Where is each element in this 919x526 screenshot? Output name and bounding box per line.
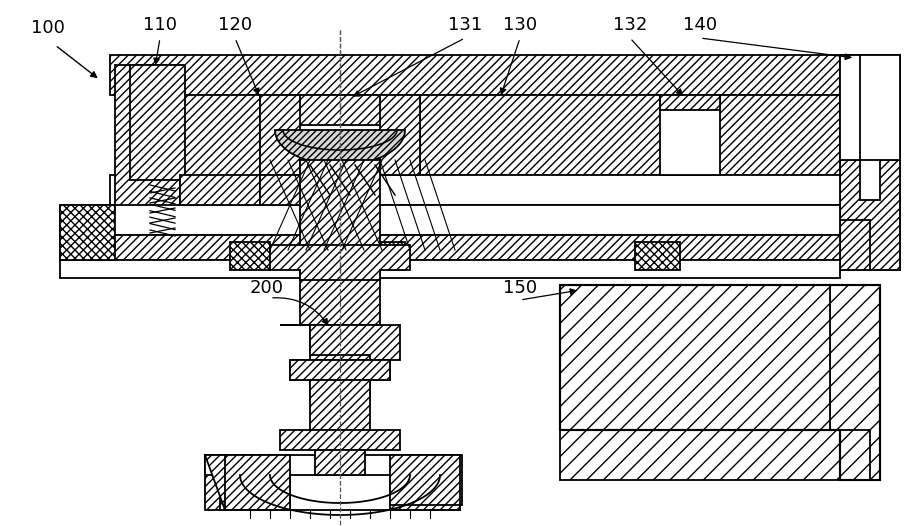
Bar <box>60 235 839 260</box>
Polygon shape <box>380 95 420 175</box>
Polygon shape <box>260 95 300 175</box>
Bar <box>110 55 839 95</box>
Bar <box>314 450 365 475</box>
Bar <box>260 175 320 205</box>
Polygon shape <box>269 245 410 280</box>
Bar <box>60 205 115 260</box>
Text: 132: 132 <box>612 16 646 34</box>
Polygon shape <box>839 55 879 200</box>
Bar <box>560 430 869 480</box>
Polygon shape <box>289 360 390 380</box>
Polygon shape <box>205 455 289 510</box>
Bar <box>279 430 400 450</box>
Polygon shape <box>180 95 260 210</box>
Bar <box>289 360 390 380</box>
Polygon shape <box>130 65 185 180</box>
Bar <box>60 205 839 235</box>
Text: 140: 140 <box>682 16 716 34</box>
Polygon shape <box>205 455 289 510</box>
Polygon shape <box>275 130 404 165</box>
Bar <box>560 285 829 430</box>
Polygon shape <box>390 455 460 510</box>
Polygon shape <box>560 285 879 480</box>
Bar <box>420 95 839 175</box>
Bar <box>205 455 460 475</box>
Bar <box>300 160 380 325</box>
Polygon shape <box>839 55 899 270</box>
Bar <box>115 65 180 210</box>
Text: 200: 200 <box>250 279 284 297</box>
Text: 110: 110 <box>142 16 176 34</box>
Text: 131: 131 <box>448 16 482 34</box>
Text: 130: 130 <box>503 16 537 34</box>
Polygon shape <box>390 455 461 505</box>
Bar <box>110 175 839 205</box>
Bar <box>634 242 679 270</box>
Bar <box>310 380 369 430</box>
Text: 150: 150 <box>503 279 537 297</box>
Polygon shape <box>839 55 899 270</box>
Bar <box>310 325 369 400</box>
Text: 120: 120 <box>218 16 252 34</box>
Text: 100: 100 <box>31 19 65 37</box>
Bar <box>355 242 404 270</box>
Polygon shape <box>279 325 400 360</box>
Bar <box>260 95 420 125</box>
Bar <box>60 260 839 278</box>
Polygon shape <box>839 160 899 270</box>
Bar <box>859 55 899 160</box>
Polygon shape <box>220 455 289 510</box>
Bar <box>659 95 720 175</box>
Bar <box>230 242 269 270</box>
Bar <box>180 175 260 205</box>
Bar <box>839 55 899 95</box>
Bar <box>659 95 720 110</box>
